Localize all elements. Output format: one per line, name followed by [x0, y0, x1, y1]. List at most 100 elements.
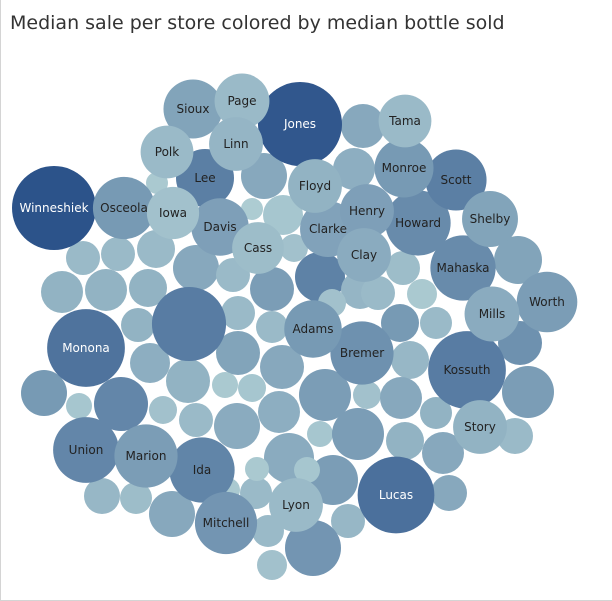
- bubble-lyon[interactable]: Lyon: [269, 478, 323, 532]
- bubble-filler-66[interactable]: [257, 550, 287, 580]
- bubble-union-circle[interactable]: [53, 417, 119, 483]
- bubble-linn[interactable]: Linn: [209, 117, 263, 171]
- bubble-story-circle[interactable]: [453, 400, 507, 454]
- bubble-filler-59[interactable]: [149, 491, 195, 537]
- bubble-marion[interactable]: Marion: [114, 424, 178, 488]
- bubble-clay[interactable]: Clay: [337, 228, 391, 282]
- bubble-henry-circle[interactable]: [340, 184, 394, 238]
- bubble-filler-43[interactable]: [502, 366, 554, 418]
- bubble-filler-60[interactable]: [240, 477, 272, 509]
- bubble-scott-circle[interactable]: [425, 149, 487, 211]
- bubble-filler-46[interactable]: [214, 403, 260, 449]
- bubble-filler-17[interactable]: [407, 279, 437, 309]
- bubble-sioux-circle[interactable]: [163, 79, 223, 139]
- bubble-filler-47[interactable]: [258, 391, 300, 433]
- bubble-unlabeled-5[interactable]: [151, 286, 227, 362]
- bubble-filler-44[interactable]: [149, 396, 177, 424]
- bubble-clay-circle[interactable]: [337, 228, 391, 282]
- bubble-filler-21[interactable]: [129, 269, 167, 307]
- bubble-filler-22[interactable]: [121, 308, 155, 342]
- bubble-filler-49[interactable]: [332, 408, 384, 460]
- bubble-filler-7[interactable]: [66, 241, 100, 275]
- bubble-mills-circle[interactable]: [464, 286, 520, 342]
- bubble-filler-26[interactable]: [381, 304, 419, 342]
- bubble-filler-38[interactable]: [212, 372, 238, 398]
- bubble-worth-circle[interactable]: [516, 271, 578, 333]
- bubble-shelby-circle[interactable]: [462, 191, 518, 247]
- bubble-filler-31[interactable]: [216, 331, 260, 375]
- bubble-lucas-circle[interactable]: [357, 456, 435, 534]
- bubble-howard-circle[interactable]: [385, 190, 451, 256]
- bubble-filler-20[interactable]: [85, 269, 127, 311]
- bubble-kossuth[interactable]: Kossuth: [428, 331, 506, 409]
- bubble-mitchell[interactable]: Mitchell: [194, 491, 258, 555]
- bubble-monona-circle[interactable]: [47, 309, 125, 387]
- bubble-story[interactable]: Story: [453, 400, 507, 454]
- bubble-filler-29[interactable]: [130, 343, 170, 383]
- bubble-adams[interactable]: Adams: [284, 300, 342, 358]
- bubble-filler-34[interactable]: [299, 369, 351, 421]
- bubble-filler-39[interactable]: [238, 374, 266, 402]
- bubble-filler-40[interactable]: [391, 341, 429, 379]
- bubble-osceola-circle[interactable]: [92, 176, 156, 240]
- bubble-floyd[interactable]: Floyd: [288, 159, 342, 213]
- bubble-filler-25[interactable]: [361, 276, 395, 310]
- bubble-filler-18[interactable]: [494, 236, 542, 284]
- bubble-filler-51[interactable]: [420, 397, 452, 429]
- bubble-union[interactable]: Union: [53, 417, 119, 483]
- bubble-filler-13[interactable]: [280, 234, 308, 262]
- bubble-polk-circle[interactable]: [140, 125, 194, 179]
- bubble-filler-6[interactable]: [241, 198, 263, 220]
- bubble-cass[interactable]: Cass: [232, 222, 284, 274]
- bubble-bremer-circle[interactable]: [330, 321, 394, 385]
- bubble-filler-1[interactable]: [341, 104, 385, 148]
- bubble-page-circle[interactable]: [214, 73, 270, 129]
- bubble-filler-57[interactable]: [84, 478, 120, 514]
- bubble-filler-8[interactable]: [101, 237, 135, 271]
- bubble-unlabeled-5-circle[interactable]: [151, 286, 227, 362]
- bubble-filler-35[interactable]: [21, 370, 67, 416]
- bubble-filler-23[interactable]: [221, 296, 255, 330]
- bubble-tama-circle[interactable]: [378, 94, 432, 148]
- bubble-iowa-circle[interactable]: [146, 186, 200, 240]
- bubble-lyon-circle[interactable]: [269, 478, 323, 532]
- bubble-filler-12[interactable]: [250, 267, 294, 311]
- bubble-mills[interactable]: Mills: [464, 286, 520, 342]
- bubble-osceola[interactable]: Osceola: [92, 176, 156, 240]
- bubble-floyd-circle[interactable]: [288, 159, 342, 213]
- bubble-filler-32[interactable]: [260, 345, 304, 389]
- bubble-filler-55[interactable]: [308, 455, 358, 505]
- bubble-monona[interactable]: Monona: [47, 309, 125, 387]
- bubble-filler-9[interactable]: [137, 230, 175, 268]
- bubble-filler-45[interactable]: [179, 403, 213, 437]
- bubble-linn-circle[interactable]: [209, 117, 263, 171]
- bubble-shelby[interactable]: Shelby: [462, 191, 518, 247]
- bubble-filler-2[interactable]: [333, 148, 375, 190]
- bubble-filler-19[interactable]: [41, 271, 83, 313]
- bubble-filler-48[interactable]: [307, 421, 333, 447]
- bubble-filler-62[interactable]: [294, 457, 320, 483]
- bubble-tama[interactable]: Tama: [378, 94, 432, 148]
- bubble-cass-circle[interactable]: [232, 222, 284, 274]
- bubble-filler-50[interactable]: [386, 422, 424, 460]
- bubble-filler-61[interactable]: [245, 457, 269, 481]
- bubble-filler-5[interactable]: [263, 195, 303, 235]
- bubble-filler-42[interactable]: [380, 377, 422, 419]
- bubble-polk[interactable]: Polk: [140, 125, 194, 179]
- bubble-monroe-circle[interactable]: [374, 138, 434, 198]
- bubble-winneshiek[interactable]: Winneshiek: [12, 166, 96, 250]
- bubble-filler-24[interactable]: [256, 311, 288, 343]
- bubble-mitchell-circle[interactable]: [194, 491, 258, 555]
- bubble-filler-16[interactable]: [386, 251, 420, 285]
- bubble-jones[interactable]: Jones: [258, 82, 342, 166]
- bubble-adams-circle[interactable]: [284, 300, 342, 358]
- bubble-filler-64[interactable]: [285, 520, 341, 576]
- bubble-filler-56[interactable]: [431, 475, 467, 511]
- bubble-filler-52[interactable]: [422, 432, 464, 474]
- bubble-marion-circle[interactable]: [114, 424, 178, 488]
- bubble-iowa[interactable]: Iowa: [146, 186, 200, 240]
- bubble-filler-58[interactable]: [120, 482, 152, 514]
- bubble-filler-10[interactable]: [173, 245, 219, 291]
- bubble-filler-37[interactable]: [94, 377, 148, 431]
- bubble-filler-41[interactable]: [353, 381, 381, 409]
